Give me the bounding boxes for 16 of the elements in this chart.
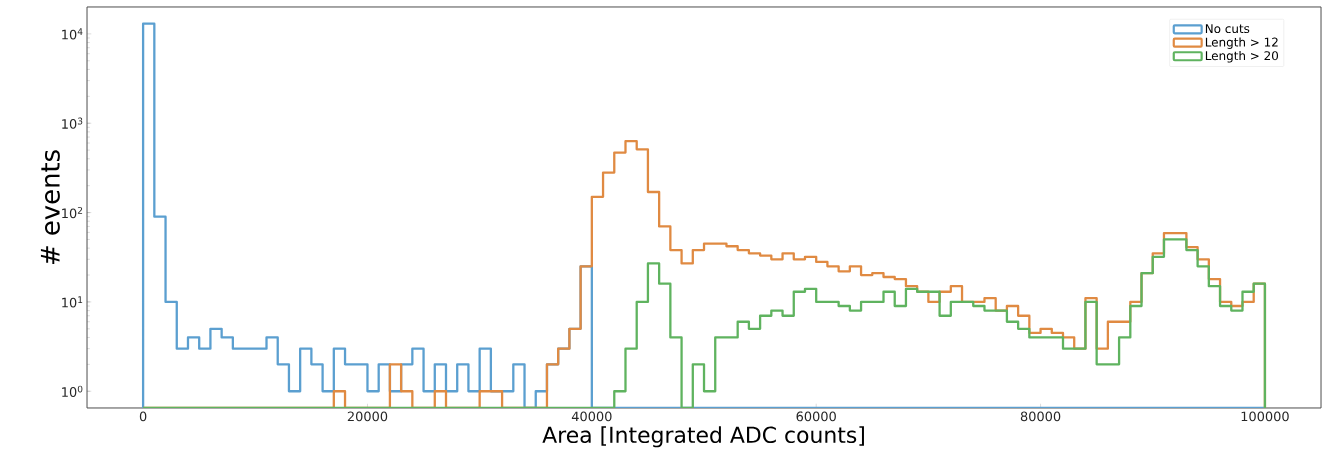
legend-label: Length > 20	[1205, 50, 1279, 63]
x-axis-title: Area [Integrated ADC counts]	[542, 426, 864, 448]
x-tick-label: 40000	[571, 411, 612, 422]
x-tick-label: 100000	[1241, 411, 1289, 422]
legend-label: Length > 12	[1205, 37, 1278, 49]
x-tick-label: 0	[139, 411, 147, 422]
y-tick-label: 10$^{4}$	[62, 28, 83, 40]
y-tick-label: 10$^{1}$	[62, 296, 83, 308]
x-tick-label: 80000	[1020, 411, 1061, 422]
x-tick-label: 20000	[347, 411, 388, 422]
y-tick-label: 10$^{3}$	[62, 117, 83, 129]
y-tick-label: 10$^{0}$	[62, 385, 83, 397]
y-tick-label: 10$^{2}$	[62, 206, 83, 219]
x-tick-label: 60000	[796, 411, 836, 422]
y-axis-title: # events	[40, 150, 60, 265]
legend-label: No cuts	[1205, 24, 1250, 34]
